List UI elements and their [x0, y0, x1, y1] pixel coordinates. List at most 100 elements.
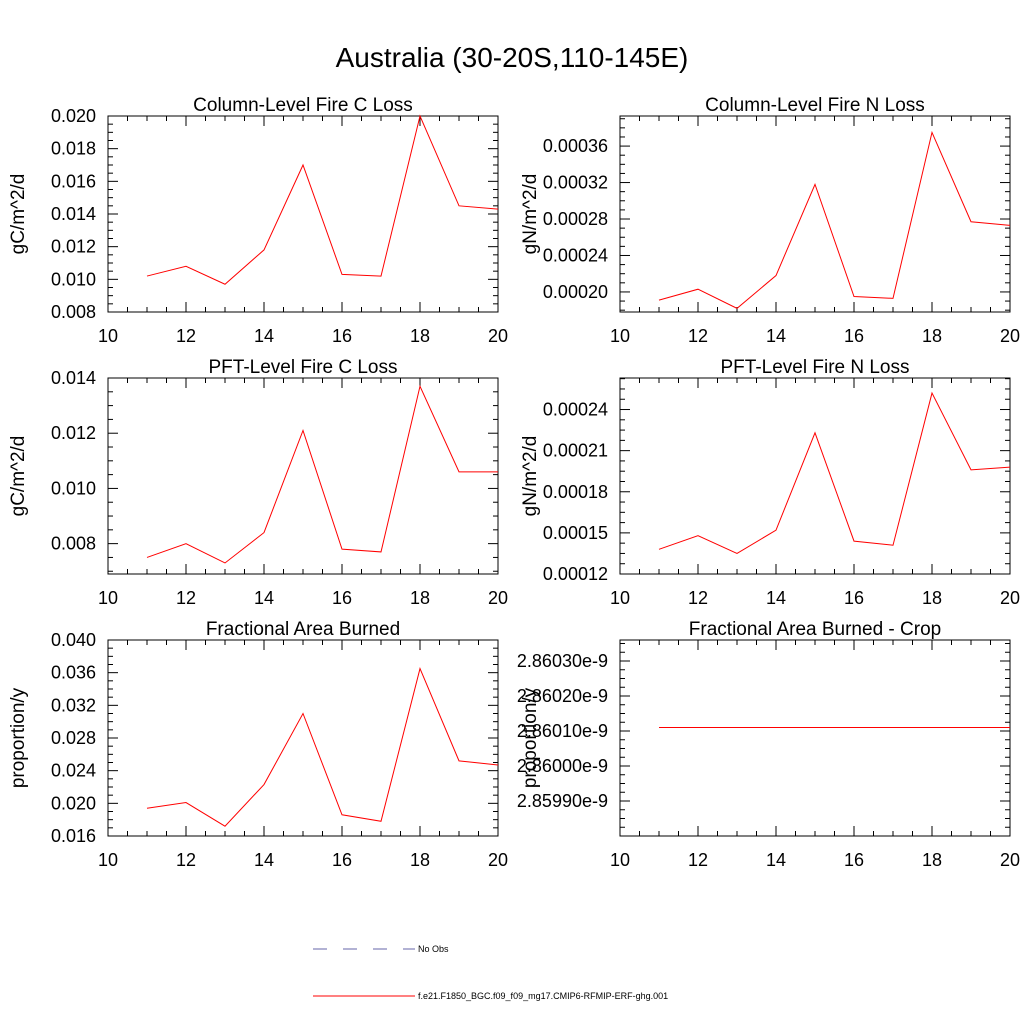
fractional-area-burned-x-tick-label-0: 10	[98, 850, 118, 870]
column-fire-c-loss-series-line-0	[146, 114, 499, 285]
fractional-area-burned-y-tick-label-5: 0.036	[51, 663, 96, 683]
fractional-area-burned-y-tick-label-6: 0.040	[51, 630, 96, 650]
fractional-area-burned-crop-x-tick-label-3: 16	[844, 850, 864, 870]
column-fire-n-loss-x-tick-label-4: 18	[922, 326, 942, 346]
column-fire-c-loss-title: Column-Level Fire C Loss	[193, 95, 413, 116]
pft-fire-c-loss-y-tick-label-3: 0.014	[51, 368, 96, 388]
pft-fire-c-loss-x-tick-label-4: 18	[410, 588, 430, 608]
column-fire-n-loss-title: Column-Level Fire N Loss	[705, 95, 925, 116]
fractional-area-burned-x-tick-label-5: 20	[488, 850, 508, 870]
column-fire-c-loss-y-axis-label: gC/m^2/d	[8, 174, 29, 255]
pft-fire-c-loss-x-tick-label-3: 16	[332, 588, 352, 608]
column-fire-c-loss-x-tick-label-2: 14	[254, 326, 274, 346]
fractional-area-burned-y-tick-label-2: 0.024	[51, 761, 96, 781]
fractional-area-burned-crop-y-tick-label-0: 2.85990e-9	[517, 791, 608, 811]
panel-pft-fire-n-loss: PFT-Level Fire N Loss gN/m^2/d 10 12 14 16 18 2…	[520, 357, 1020, 608]
pft-fire-n-loss-x-tick-label-2: 14	[766, 588, 786, 608]
panel-column-fire-c-loss: Column-Level Fire C Loss gC/m^2/d 10 12 14 16…	[8, 95, 508, 346]
pft-fire-n-loss-plot-frame	[619, 377, 1011, 575]
fractional-area-burned-crop-x-tick-label-2: 14	[766, 850, 786, 870]
column-fire-c-loss-x-tick-label-3: 16	[332, 326, 352, 346]
column-fire-c-loss-y-tick-label-0: 0.008	[51, 302, 96, 322]
pft-fire-n-loss-x-tick-label-4: 18	[922, 588, 942, 608]
pft-fire-n-loss-x-tick-label-3: 16	[844, 588, 864, 608]
column-fire-c-loss-plot-frame	[107, 115, 499, 313]
column-fire-n-loss-y-tick-label-3: 0.00032	[543, 173, 608, 193]
legend: No Obs f.e21.F1850_BGC.f09_f09_mg17.CMIP…	[313, 944, 668, 1001]
pft-fire-n-loss-y-tick-label-0: 0.00012	[543, 564, 608, 584]
column-fire-n-loss-x-tick-label-2: 14	[766, 326, 786, 346]
pft-fire-c-loss-y-tick-label-2: 0.012	[51, 423, 96, 443]
panel-fractional-area-burned-crop: Fractional Area Burned - Crop proportion/…	[517, 619, 1020, 870]
fractional-area-burned-plot-frame	[107, 639, 499, 837]
fractional-area-burned-y-tick-label-0: 0.016	[51, 826, 96, 846]
fractional-area-burned-crop-y-tick-label-1: 2.86000e-9	[517, 756, 608, 776]
fractional-area-burned-crop-x-tick-label-4: 18	[922, 850, 942, 870]
column-fire-n-loss-y-tick-label-0: 0.00020	[543, 282, 608, 302]
column-fire-c-loss-y-tick-label-6: 0.020	[51, 106, 96, 126]
fractional-area-burned-crop-y-tick-label-2: 2.86010e-9	[517, 721, 608, 741]
column-fire-n-loss-x-tick-label-0: 10	[610, 326, 630, 346]
fractional-area-burned-x-tick-label-1: 12	[176, 850, 196, 870]
column-fire-c-loss-x-tick-label-4: 18	[410, 326, 430, 346]
fractional-area-burned-series-line-0	[146, 667, 499, 827]
column-fire-n-loss-plot-frame	[619, 115, 1011, 313]
column-fire-c-loss-y-tick-label-4: 0.016	[51, 171, 96, 191]
column-fire-n-loss-x-tick-label-3: 16	[844, 326, 864, 346]
column-fire-n-loss-y-tick-label-2: 0.00028	[543, 209, 608, 229]
column-fire-c-loss-y-tick-label-3: 0.014	[51, 204, 96, 224]
pft-fire-n-loss-y-tick-label-1: 0.00015	[543, 523, 608, 543]
column-fire-c-loss-x-tick-label-5: 20	[488, 326, 508, 346]
column-fire-c-loss-x-tick-label-0: 10	[98, 326, 118, 346]
column-fire-n-loss-series-line-0	[658, 130, 1011, 309]
pft-fire-c-loss-x-tick-label-0: 10	[98, 588, 118, 608]
column-fire-c-loss-y-tick-label-5: 0.018	[51, 139, 96, 159]
column-fire-c-loss-y-tick-label-1: 0.010	[51, 269, 96, 289]
fractional-area-burned-x-tick-label-4: 18	[410, 850, 430, 870]
panel-pft-fire-c-loss: PFT-Level Fire C Loss gC/m^2/d 10 12 14 16 18 2…	[8, 357, 508, 608]
fractional-area-burned-y-tick-label-3: 0.028	[51, 728, 96, 748]
pft-fire-n-loss-y-tick-label-3: 0.00021	[543, 441, 608, 461]
column-fire-n-loss-x-tick-label-5: 20	[1000, 326, 1020, 346]
fractional-area-burned-y-tick-label-4: 0.032	[51, 695, 96, 715]
panel-column-fire-n-loss: Column-Level Fire N Loss gN/m^2/d 10 12 14 16…	[520, 95, 1020, 346]
pft-fire-n-loss-y-tick-label-4: 0.00024	[543, 400, 608, 420]
pft-fire-c-loss-plot-frame	[107, 377, 499, 575]
fractional-area-burned-x-tick-label-2: 14	[254, 850, 274, 870]
fractional-area-burned-y-axis-label: proportion/y	[8, 687, 29, 788]
column-fire-n-loss-y-tick-label-4: 0.00036	[543, 136, 608, 156]
column-fire-n-loss-y-tick-label-1: 0.00024	[543, 245, 608, 265]
figure-title: Australia (30-20S,110-145E)	[336, 42, 689, 73]
pft-fire-c-loss-title: PFT-Level Fire C Loss	[209, 357, 398, 378]
fractional-area-burned-crop-title: Fractional Area Burned - Crop	[689, 619, 941, 640]
fractional-area-burned-crop-x-tick-label-1: 12	[688, 850, 708, 870]
column-fire-c-loss-y-tick-label-2: 0.012	[51, 237, 96, 257]
fractional-area-burned-x-tick-label-3: 16	[332, 850, 352, 870]
panel-fractional-area-burned: Fractional Area Burned proportion/y 10 12 14…	[8, 619, 508, 870]
pft-fire-n-loss-y-axis-label: gN/m^2/d	[520, 436, 541, 517]
legend-label-no-obs: No Obs	[418, 944, 449, 954]
pft-fire-n-loss-title: PFT-Level Fire N Loss	[721, 357, 910, 378]
fractional-area-burned-crop-y-tick-label-3: 2.86020e-9	[517, 686, 608, 706]
column-fire-n-loss-y-axis-label: gN/m^2/d	[520, 174, 541, 255]
pft-fire-n-loss-x-tick-label-0: 10	[610, 588, 630, 608]
pft-fire-n-loss-x-tick-label-5: 20	[1000, 588, 1020, 608]
fractional-area-burned-crop-plot-frame	[619, 639, 1011, 837]
pft-fire-c-loss-y-tick-label-1: 0.010	[51, 478, 96, 498]
fractional-area-burned-crop-y-tick-label-4: 2.86030e-9	[517, 651, 608, 671]
pft-fire-n-loss-y-tick-label-2: 0.00018	[543, 482, 608, 502]
fractional-area-burned-y-tick-label-1: 0.020	[51, 793, 96, 813]
legend-label-model-run: f.e21.F1850_BGC.f09_f09_mg17.CMIP6-RFMIP…	[418, 991, 668, 1001]
pft-fire-c-loss-x-tick-label-1: 12	[176, 588, 196, 608]
fractional-area-burned-crop-x-tick-label-5: 20	[1000, 850, 1020, 870]
pft-fire-c-loss-y-axis-label: gC/m^2/d	[8, 436, 29, 517]
column-fire-n-loss-x-tick-label-1: 12	[688, 326, 708, 346]
fractional-area-burned-crop-x-tick-label-0: 10	[610, 850, 630, 870]
fractional-area-burned-crop-y-axis-label: proportion/y	[520, 687, 541, 788]
fractional-area-burned-title: Fractional Area Burned	[206, 619, 400, 640]
pft-fire-c-loss-y-tick-label-0: 0.008	[51, 534, 96, 554]
pft-fire-c-loss-series-line-0	[146, 384, 498, 564]
pft-fire-n-loss-x-tick-label-1: 12	[688, 588, 708, 608]
column-fire-c-loss-x-tick-label-1: 12	[176, 326, 196, 346]
